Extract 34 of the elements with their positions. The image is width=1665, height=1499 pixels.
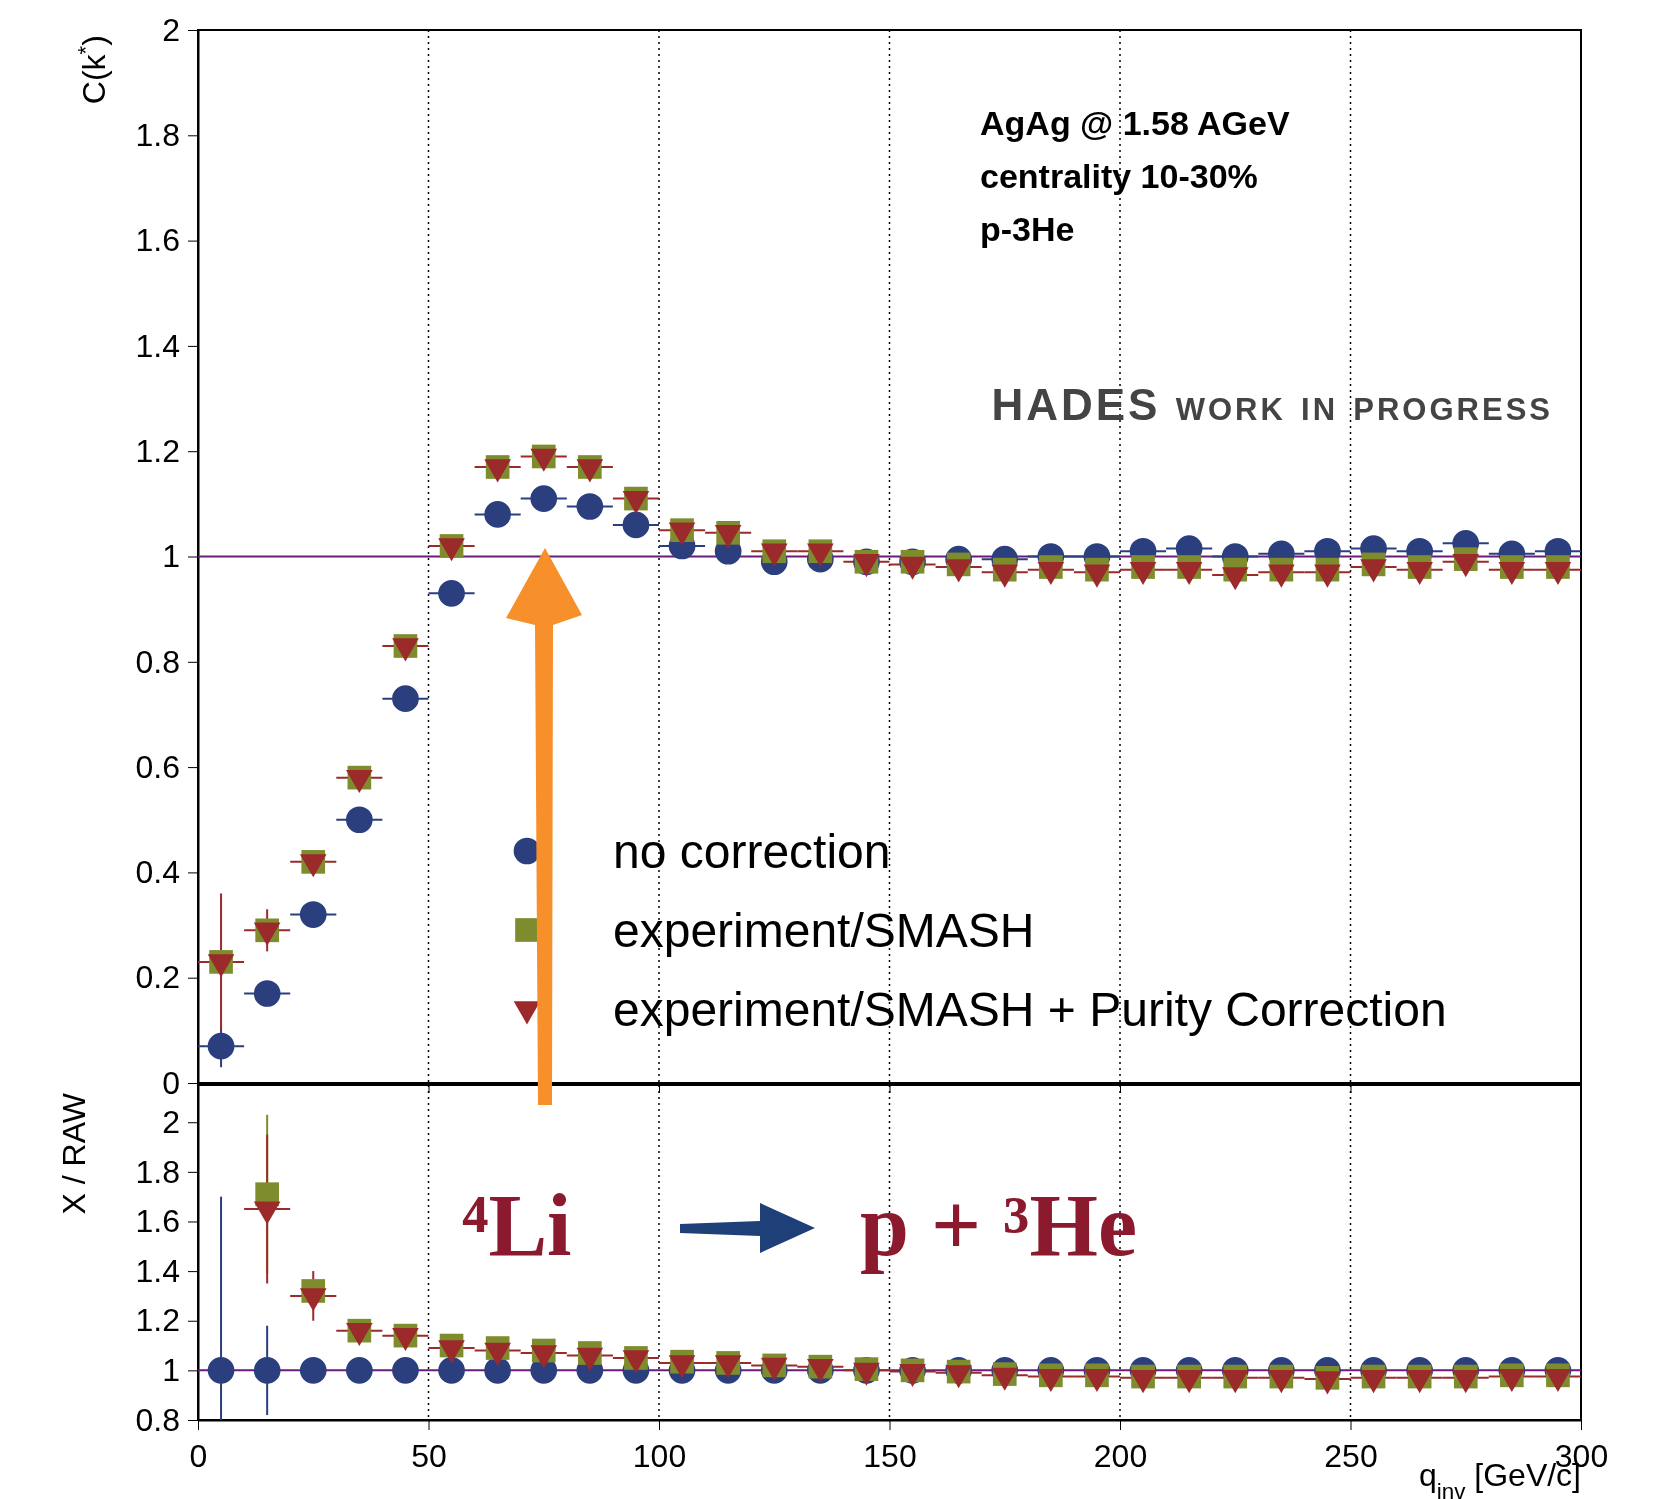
annotation: centrality 10-30% — [980, 157, 1258, 195]
y-tick-label: 1.8 — [135, 1153, 180, 1190]
y-tick-label: 2 — [162, 1103, 180, 1140]
y-tick-label: 0.2 — [135, 959, 180, 996]
y-tick-label: 0 — [162, 1064, 180, 1101]
y-tick-label: 1.6 — [135, 1203, 180, 1240]
y-tick-label: 1.6 — [135, 222, 180, 259]
annotation: HADES work in progress — [991, 380, 1553, 429]
legend-label: experiment/SMASH + Purity Correction — [613, 982, 1447, 1036]
annotation: ⁴Li — [462, 1177, 572, 1274]
y-tick-label: 1.4 — [135, 327, 180, 364]
y-tick-label: 1 — [162, 1352, 180, 1389]
x-tick-label: 200 — [1093, 1437, 1148, 1474]
y-tick-label: 0.8 — [135, 1401, 180, 1438]
y-axis-title: X / RAW — [56, 1092, 92, 1215]
x-tick-label: 100 — [632, 1437, 687, 1474]
x-tick-label: 250 — [1324, 1437, 1378, 1474]
y-tick-label: 1.4 — [135, 1252, 180, 1289]
x-tick-label: 150 — [863, 1437, 917, 1474]
y-tick-label: 1.2 — [135, 432, 180, 469]
annotation: AgAg @ 1.58 AGeV — [980, 104, 1290, 142]
x-tick-label: 0 — [189, 1437, 208, 1474]
legend-label: no correction — [613, 824, 891, 878]
x-tick-label: 50 — [411, 1437, 447, 1474]
y-tick-label: 2 — [162, 11, 180, 48]
y-tick-label: 1.8 — [135, 117, 180, 154]
y-tick-label: 0.8 — [135, 643, 180, 680]
y-tick-label: 1 — [162, 538, 180, 575]
y-tick-label: 0.6 — [135, 748, 180, 785]
annotation: p-3He — [980, 210, 1075, 248]
y-tick-label: 0.4 — [135, 854, 180, 891]
y-tick-label: 1.2 — [135, 1302, 180, 1339]
legend-label: experiment/SMASH — [613, 903, 1035, 957]
annotation: p + ³He — [860, 1177, 1137, 1274]
